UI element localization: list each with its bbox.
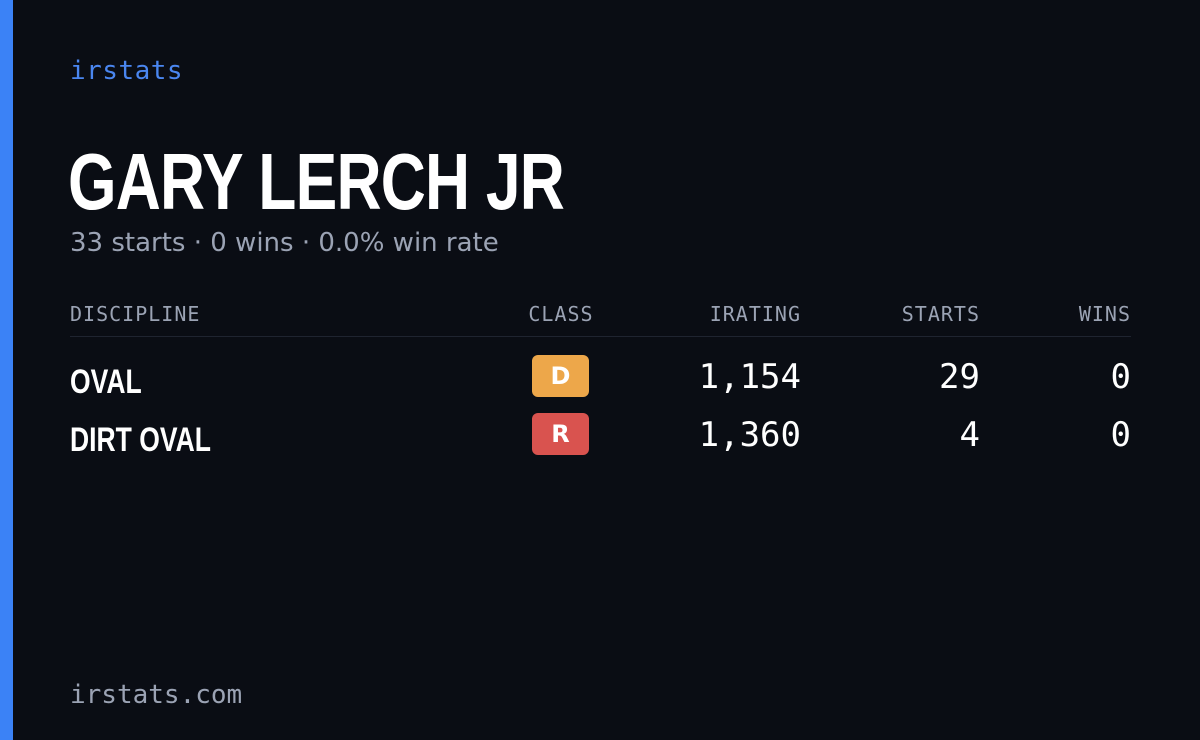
irating-value: 1,154	[698, 357, 801, 397]
table-row: OVAL D 1,154 29 0	[70, 353, 1131, 411]
class-badge: R	[532, 413, 589, 455]
brand-logo: irstats	[70, 56, 184, 86]
discipline-name: OVAL	[70, 363, 142, 401]
stats-table: DISCIPLINE CLASS IRATING STARTS WINS OVA…	[70, 296, 1131, 469]
wins-value: 0	[1110, 357, 1131, 397]
table-row: DIRT OVAL R 1,360 4 0	[70, 411, 1131, 469]
class-badge: D	[532, 355, 589, 397]
starts-value: 4	[959, 415, 980, 455]
player-summary: 33 starts · 0 wins · 0.0% win rate	[70, 228, 499, 258]
header-irating: IRATING	[709, 302, 801, 326]
irating-value: 1,360	[698, 415, 801, 455]
accent-bar	[0, 0, 13, 740]
header-starts: STARTS	[901, 302, 980, 326]
wins-value: 0	[1110, 415, 1131, 455]
player-name: GARY LERCH JR	[68, 137, 565, 226]
table-header: DISCIPLINE CLASS IRATING STARTS WINS	[70, 296, 1131, 337]
header-wins: WINS	[1078, 302, 1131, 326]
header-discipline: DISCIPLINE	[70, 302, 201, 326]
discipline-name: DIRT OVAL	[70, 421, 211, 459]
header-class: CLASS	[528, 302, 594, 326]
footer-site-link[interactable]: irstats.com	[70, 680, 243, 710]
starts-value: 29	[939, 357, 980, 397]
